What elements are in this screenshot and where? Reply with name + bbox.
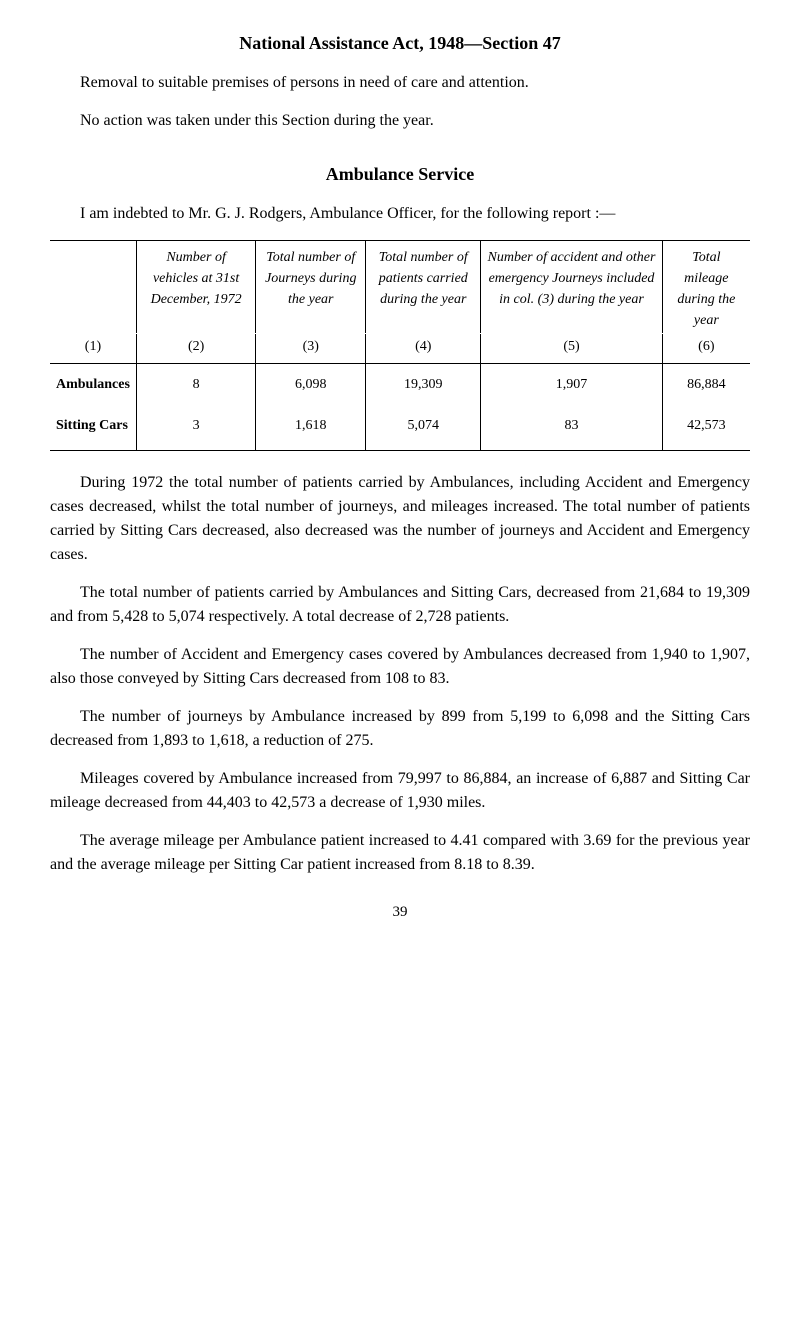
cell: 42,573 <box>662 405 750 451</box>
para-body: The total number of patients carried by … <box>50 581 750 629</box>
para-body: Mileages covered by Ambulance increased … <box>50 767 750 815</box>
row-label: Sitting Cars <box>50 405 136 451</box>
cell: 86,884 <box>662 364 750 406</box>
para-intro: I am indebted to Mr. G. J. Rodgers, Ambu… <box>50 202 750 226</box>
cell: 3 <box>136 405 255 451</box>
table-row: Ambulances 8 6,098 19,309 1,907 86,884 <box>50 364 750 406</box>
table-row: Sitting Cars 3 1,618 5,074 83 42,573 <box>50 405 750 451</box>
ambulance-table: Number of vehicles at 31st December, 197… <box>50 240 750 451</box>
para-body: During 1972 the total number of patients… <box>50 471 750 567</box>
cell: 1,907 <box>481 364 662 406</box>
cell: 83 <box>481 405 662 451</box>
colnum-2: (2) <box>136 334 255 364</box>
cell: 8 <box>136 364 255 406</box>
colnum-6: (6) <box>662 334 750 364</box>
table-colnum-row: (1) (2) (3) (4) (5) (6) <box>50 334 750 364</box>
colnum-3: (3) <box>256 334 366 364</box>
section-heading: National Assistance Act, 1948—Section 47 <box>50 30 750 57</box>
page-number: 39 <box>50 901 750 924</box>
cell: 6,098 <box>256 364 366 406</box>
para-body: The number of journeys by Ambulance incr… <box>50 705 750 753</box>
para-body: The number of Accident and Emergency cas… <box>50 643 750 691</box>
para-removal: Removal to suitable premises of persons … <box>50 71 750 95</box>
th-mileage: Total mileage during the year <box>662 241 750 334</box>
table-header-row: Number of vehicles at 31st December, 197… <box>50 241 750 334</box>
th-vehicles: Number of vehicles at 31st December, 197… <box>136 241 255 334</box>
para-body: The average mileage per Ambulance patien… <box>50 829 750 877</box>
cell: 1,618 <box>256 405 366 451</box>
th-blank <box>50 241 136 334</box>
th-emergency: Number of accident and other emergency J… <box>481 241 662 334</box>
ambulance-heading: Ambulance Service <box>50 161 750 188</box>
colnum-1: (1) <box>50 334 136 364</box>
th-patients: Total number of patients carried during … <box>366 241 481 334</box>
cell: 19,309 <box>366 364 481 406</box>
row-label: Ambulances <box>50 364 136 406</box>
para-no-action: No action was taken under this Section d… <box>50 109 750 133</box>
cell: 5,074 <box>366 405 481 451</box>
colnum-5: (5) <box>481 334 662 364</box>
th-journeys: Total number of Journeys during the year <box>256 241 366 334</box>
colnum-4: (4) <box>366 334 481 364</box>
